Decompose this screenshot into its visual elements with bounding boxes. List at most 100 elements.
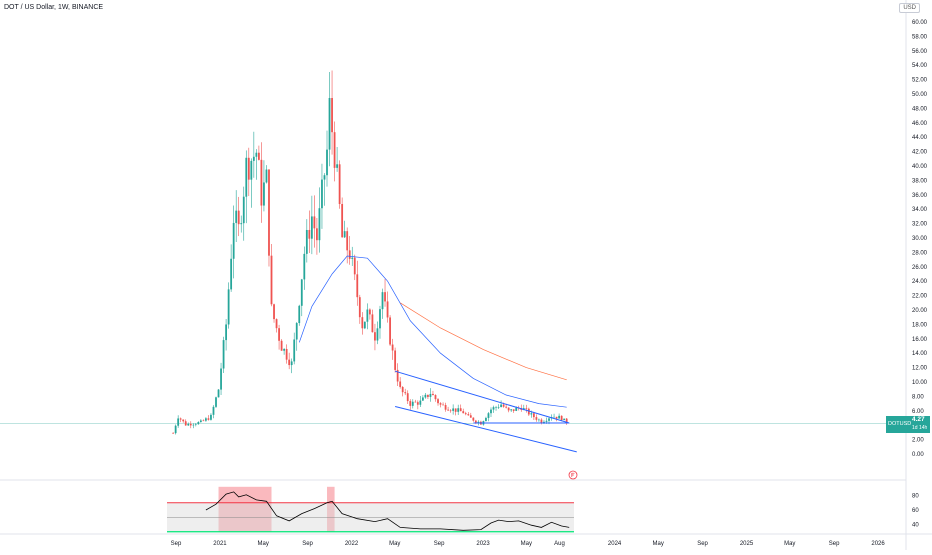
candle-body — [406, 393, 409, 402]
candle-body — [495, 407, 497, 408]
candle-body — [333, 132, 336, 168]
candle-body — [184, 421, 187, 426]
time-axis-label: May — [521, 541, 532, 547]
candle — [464, 411, 467, 416]
candle-body — [199, 420, 202, 423]
price-axis-tick: 0.00 — [912, 452, 924, 458]
price-axis-tick: 10.00 — [912, 380, 928, 386]
time-axis-label: May — [389, 541, 400, 547]
price-axis-tick: 2.00 — [912, 438, 924, 444]
candle — [424, 392, 427, 399]
candle — [227, 282, 230, 329]
ma-slow-line — [400, 302, 567, 381]
candle-body — [245, 157, 248, 197]
candle-body — [346, 231, 349, 251]
candle — [411, 399, 414, 409]
price-axis-tick: 34.00 — [912, 207, 928, 213]
candle-body — [341, 204, 344, 238]
candle-body — [257, 152, 260, 160]
candle-body — [538, 419, 540, 421]
candle-body — [525, 408, 528, 409]
candle — [338, 160, 341, 209]
candle-body — [328, 98, 331, 150]
candle — [379, 305, 381, 339]
candle — [500, 400, 502, 408]
price-tag-value: 4.27 — [912, 416, 925, 423]
chart-title: DOT / US Dollar, 1W, BINANCE — [4, 4, 104, 11]
candle-body — [358, 297, 361, 318]
candle-body — [197, 422, 200, 425]
candle-body — [174, 425, 177, 434]
candle — [328, 72, 331, 167]
candle-body — [404, 392, 407, 394]
rsi-axis: 40 60 80 — [912, 494, 919, 529]
candle — [444, 402, 447, 412]
candle — [487, 411, 490, 422]
candle-body — [227, 289, 230, 325]
candle-body — [411, 401, 414, 406]
candle-body — [419, 400, 422, 405]
candle-body — [308, 229, 311, 239]
candle-body — [263, 182, 265, 206]
candle — [247, 147, 250, 197]
candle — [442, 402, 444, 406]
candle — [467, 412, 470, 416]
candle — [235, 190, 238, 242]
candle — [283, 348, 286, 355]
price-axis-tick: 44.00 — [912, 135, 928, 141]
candle-body — [487, 413, 490, 418]
candle-body — [275, 319, 278, 329]
candle — [305, 219, 308, 263]
price-axis-tick: 42.00 — [912, 150, 928, 156]
candles — [172, 70, 568, 435]
candle-body — [285, 348, 288, 360]
candle — [341, 197, 344, 238]
currency-button[interactable]: USD — [899, 3, 920, 13]
candle — [184, 419, 187, 426]
candle-body — [389, 317, 391, 345]
candle-body — [427, 394, 429, 397]
candle — [245, 150, 248, 224]
candle — [313, 195, 316, 248]
candle-body — [194, 424, 197, 425]
candle-body — [469, 415, 472, 418]
candle — [560, 415, 563, 422]
candle — [449, 409, 452, 413]
candle — [316, 218, 318, 255]
candle — [386, 291, 389, 323]
candle-body — [459, 408, 462, 412]
candle-body — [452, 408, 455, 411]
candle — [202, 419, 205, 422]
candle — [310, 195, 313, 255]
candle — [343, 220, 346, 238]
candle — [459, 404, 462, 412]
rsi-axis-tick: 80 — [912, 494, 919, 500]
candle-body — [280, 340, 283, 351]
candle-body — [298, 305, 301, 324]
candle — [268, 169, 270, 267]
candle — [538, 418, 540, 422]
price-axis-tick: 40.00 — [912, 164, 928, 170]
candle-body — [391, 344, 394, 351]
time-axis-label: May — [784, 541, 795, 547]
price-axis-tick: 20.00 — [912, 308, 928, 314]
candle — [485, 416, 487, 422]
candle-body — [336, 164, 338, 168]
candle-body — [237, 210, 240, 225]
candle — [278, 324, 280, 350]
candle-body — [381, 292, 384, 310]
candle-body — [316, 228, 318, 241]
time-axis-label: Sep — [171, 541, 182, 547]
candle — [391, 338, 394, 360]
candle-body — [182, 419, 185, 422]
candle — [225, 319, 227, 351]
time-axis-label: Sep — [697, 541, 708, 547]
candle — [189, 421, 192, 429]
candle — [273, 303, 275, 323]
candle — [205, 417, 207, 422]
candle-body — [240, 223, 243, 225]
candle — [192, 423, 195, 429]
candle — [270, 244, 273, 307]
